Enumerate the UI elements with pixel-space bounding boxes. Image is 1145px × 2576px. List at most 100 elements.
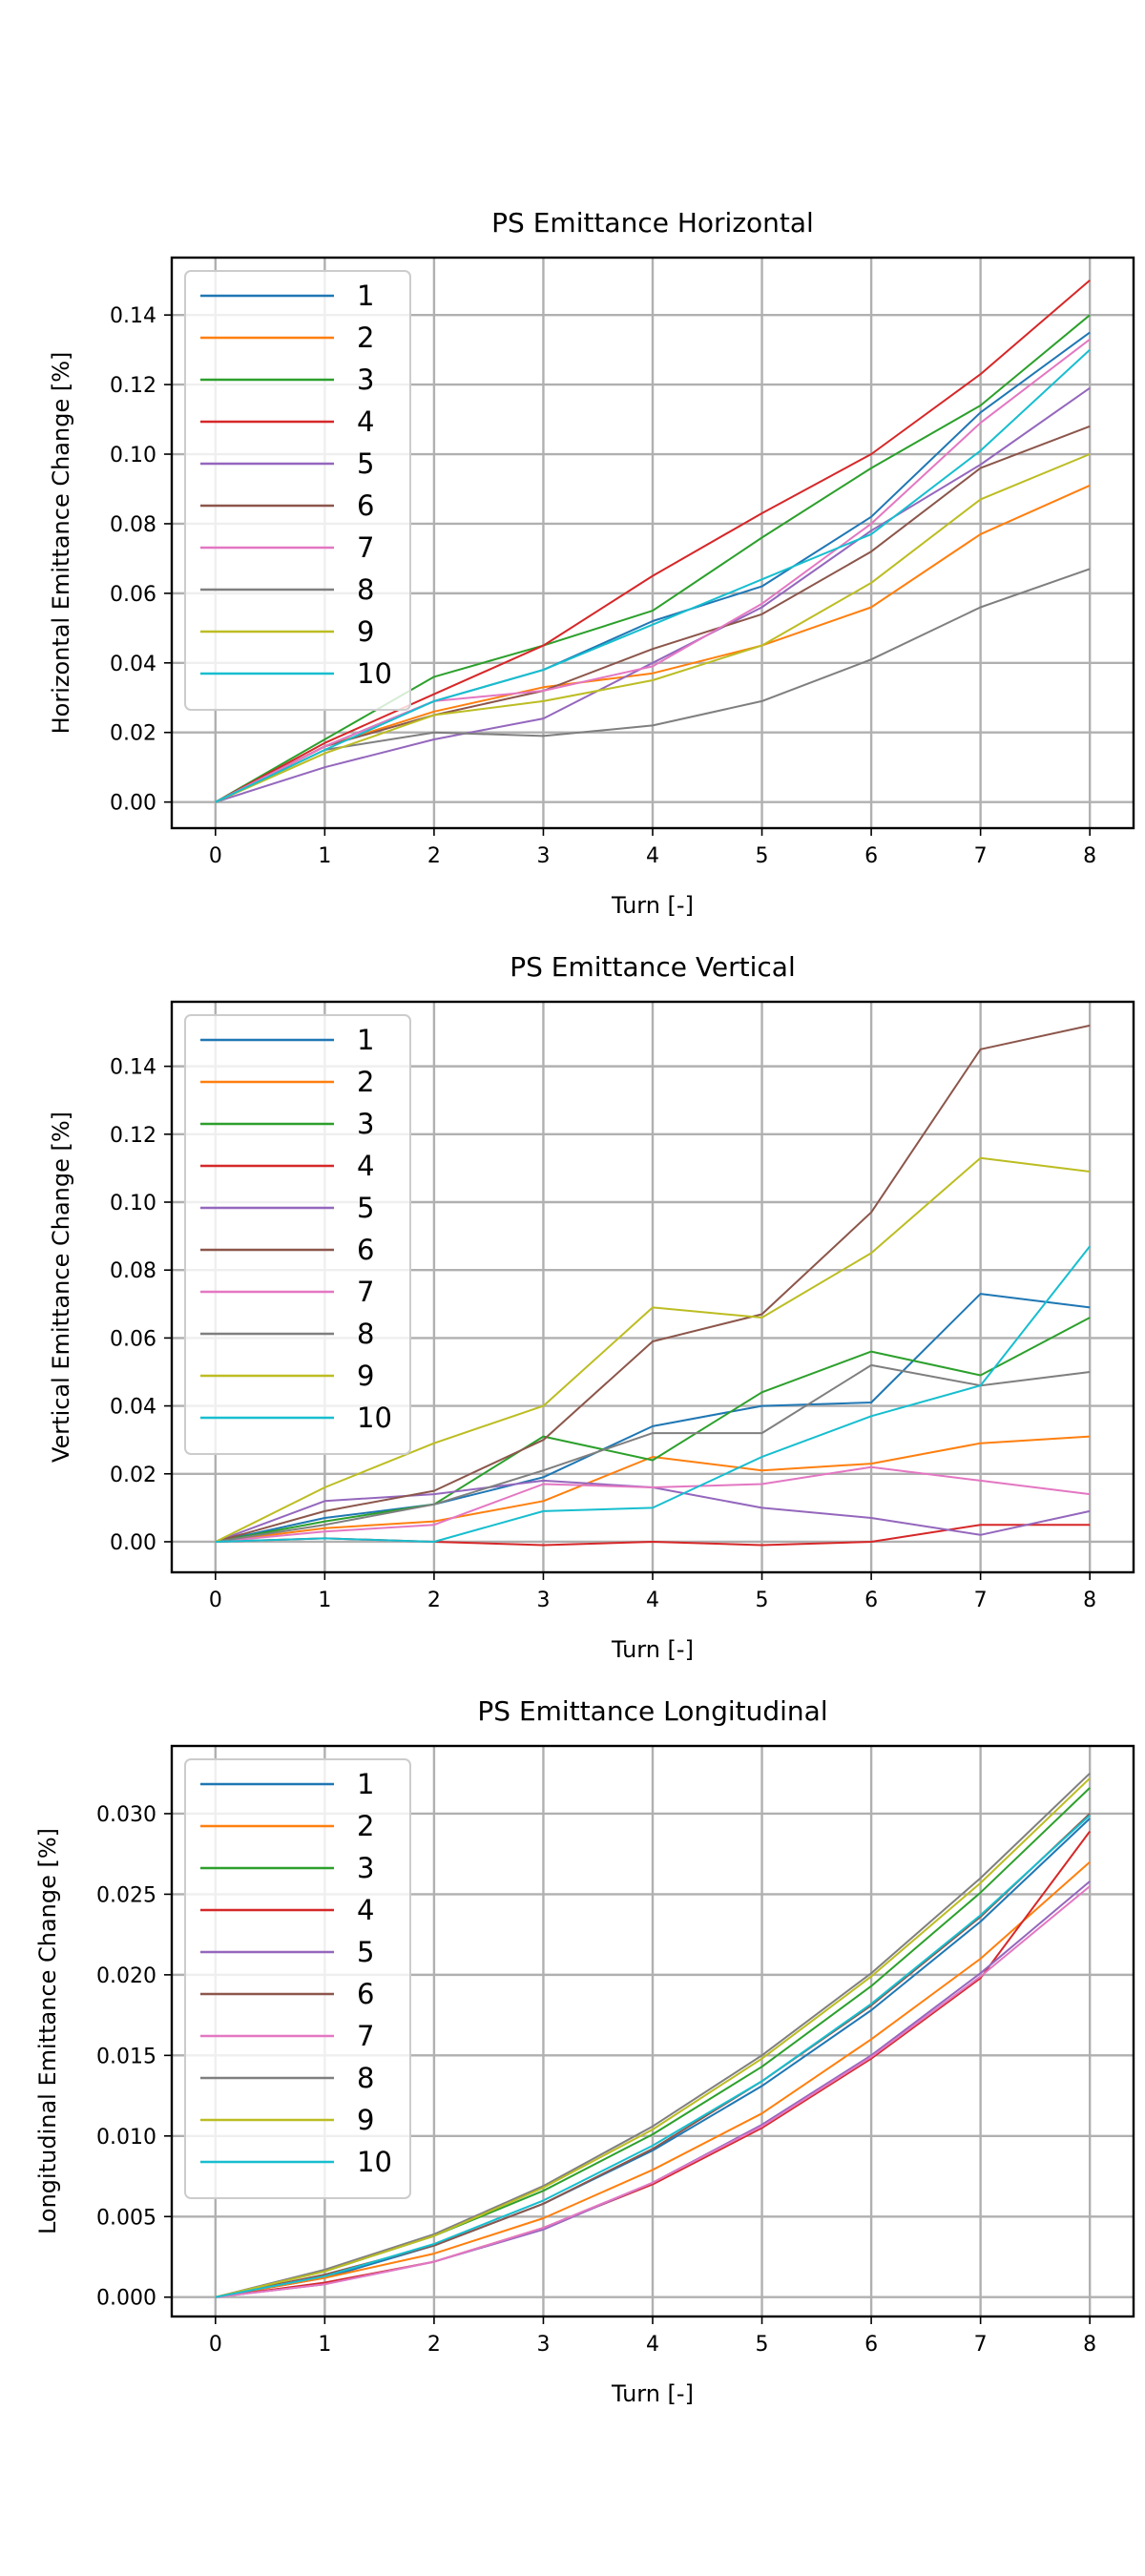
x-tick-label: 8 (1083, 1589, 1096, 1612)
y-axis-label: Longitudinal Emittance Change [%] (34, 1828, 61, 2234)
y-tick-label: 0.020 (96, 1964, 156, 1988)
x-tick-label: 4 (646, 844, 659, 868)
legend: 1 2 3 4 5 6 7 8 9 10 (184, 1014, 411, 1455)
legend-label: 9 (357, 1360, 374, 1392)
legend-label: 7 (357, 1276, 374, 1308)
x-tick-label: 6 (864, 844, 878, 868)
y-tick-label: 0.005 (96, 2206, 156, 2230)
series-line-2 (215, 1435, 1091, 1543)
legend-label: 3 (357, 1852, 374, 1884)
series-line-6 (215, 1024, 1091, 1543)
series-line-3 (215, 1317, 1091, 1543)
y-tick-label: 0.08 (110, 513, 156, 537)
legend: 1 2 3 4 5 6 7 8 9 10 (184, 1758, 411, 2199)
y-tick-label: 0.12 (110, 1124, 156, 1148)
x-tick-label: 3 (536, 844, 550, 868)
legend-label: 6 (357, 1234, 374, 1266)
x-tick-label: 1 (318, 2333, 331, 2357)
legend-label: 10 (357, 657, 392, 690)
x-axis-label: Turn [-] (611, 892, 694, 919)
legend-label: 9 (357, 2104, 374, 2136)
legend-label: 4 (357, 405, 374, 438)
legend-label: 5 (357, 1192, 374, 1224)
x-tick-label: 0 (209, 844, 222, 868)
x-tick-label: 2 (427, 2333, 441, 2357)
y-tick-label: 0.00 (110, 1531, 156, 1555)
chart-title: PS Emittance Vertical (510, 951, 796, 983)
series-line-6 (215, 425, 1091, 803)
y-tick-label: 0.14 (110, 1056, 156, 1080)
y-tick-label: 0.02 (110, 1464, 156, 1487)
series-line-4 (215, 279, 1091, 803)
series-line-2 (215, 1860, 1091, 2298)
x-tick-label: 6 (864, 2333, 878, 2357)
x-tick-label: 8 (1083, 2333, 1096, 2357)
series-line-5 (215, 386, 1091, 803)
x-tick-label: 1 (318, 1589, 331, 1612)
y-tick-label: 0.14 (110, 304, 156, 328)
legend-label: 2 (357, 1066, 374, 1098)
series-line-1 (215, 1818, 1091, 2298)
x-tick-label: 7 (974, 2333, 988, 2357)
legend-label: 6 (357, 1978, 374, 2010)
legend-label: 4 (357, 1894, 374, 1926)
legend-label: 4 (357, 1150, 374, 1182)
legend-label: 8 (357, 573, 374, 606)
series-line-10 (215, 1814, 1091, 2298)
chart-longitudinal: PS Emittance Longitudinal 0 1 2 3 4 5 6 7 8 0.00… (34, 1695, 1135, 2407)
series-line-8 (215, 1363, 1091, 1543)
legend-label: 7 (357, 2020, 374, 2052)
x-tick-label: 7 (974, 1589, 988, 1612)
legend-label: 3 (357, 364, 374, 396)
legend-label: 8 (357, 1318, 374, 1350)
series-line-3 (215, 314, 1091, 803)
x-axis-label: Turn [-] (611, 2380, 694, 2407)
y-tick-label: 0.00 (110, 792, 156, 816)
x-tick-label: 0 (209, 1589, 222, 1612)
legend-label: 3 (357, 1108, 374, 1140)
series-line-7 (215, 338, 1091, 803)
series-line-1 (215, 1293, 1091, 1543)
y-tick-label: 0.04 (110, 653, 156, 676)
y-tick-label: 0.06 (110, 583, 156, 607)
y-tick-label: 0.06 (110, 1327, 156, 1351)
series-line-10 (215, 348, 1091, 803)
series-line-2 (215, 484, 1091, 803)
y-tick-label: 0.000 (96, 2287, 156, 2311)
legend-label: 10 (357, 2146, 392, 2178)
series-line-7 (215, 1465, 1091, 1543)
y-tick-label: 0.04 (110, 1396, 156, 1420)
x-tick-label: 4 (646, 2333, 659, 2357)
y-tick-label: 0.02 (110, 722, 156, 746)
chart-horizontal: PS Emittance Horizontal 0 1 2 3 4 5 6 7 8 0.00 0.… (48, 207, 1135, 919)
legend-label: 7 (357, 531, 374, 564)
x-tick-label: 3 (536, 1589, 550, 1612)
legend-label: 9 (357, 615, 374, 648)
series-line-9 (215, 1156, 1091, 1543)
y-tick-label: 0.08 (110, 1259, 156, 1283)
legend-label: 5 (357, 1936, 374, 1968)
x-tick-label: 3 (536, 2333, 550, 2357)
x-tick-label: 4 (646, 1589, 659, 1612)
legend-label: 1 (357, 280, 374, 312)
legend-label: 2 (357, 1810, 374, 1842)
y-axis-label: Horizontal Emittance Change [%] (48, 352, 74, 735)
x-tick-label: 1 (318, 844, 331, 868)
y-axis-label: Vertical Emittance Change [%] (48, 1111, 74, 1463)
x-tick-label: 5 (756, 844, 769, 868)
legend-label: 6 (357, 489, 374, 522)
y-tick-label: 0.10 (110, 444, 156, 467)
x-tick-label: 8 (1083, 844, 1096, 868)
y-tick-label: 0.015 (96, 2045, 156, 2068)
legend-label: 1 (357, 1768, 374, 1800)
y-tick-label: 0.030 (96, 1803, 156, 1827)
legend-label: 2 (357, 322, 374, 354)
series-line-9 (215, 1777, 1091, 2298)
x-tick-label: 0 (209, 2333, 222, 2357)
x-tick-label: 5 (756, 2333, 769, 2357)
chart-title: PS Emittance Horizontal (491, 207, 814, 239)
y-tick-label: 0.12 (110, 374, 156, 398)
series-line-9 (215, 453, 1091, 803)
x-tick-label: 7 (974, 844, 988, 868)
